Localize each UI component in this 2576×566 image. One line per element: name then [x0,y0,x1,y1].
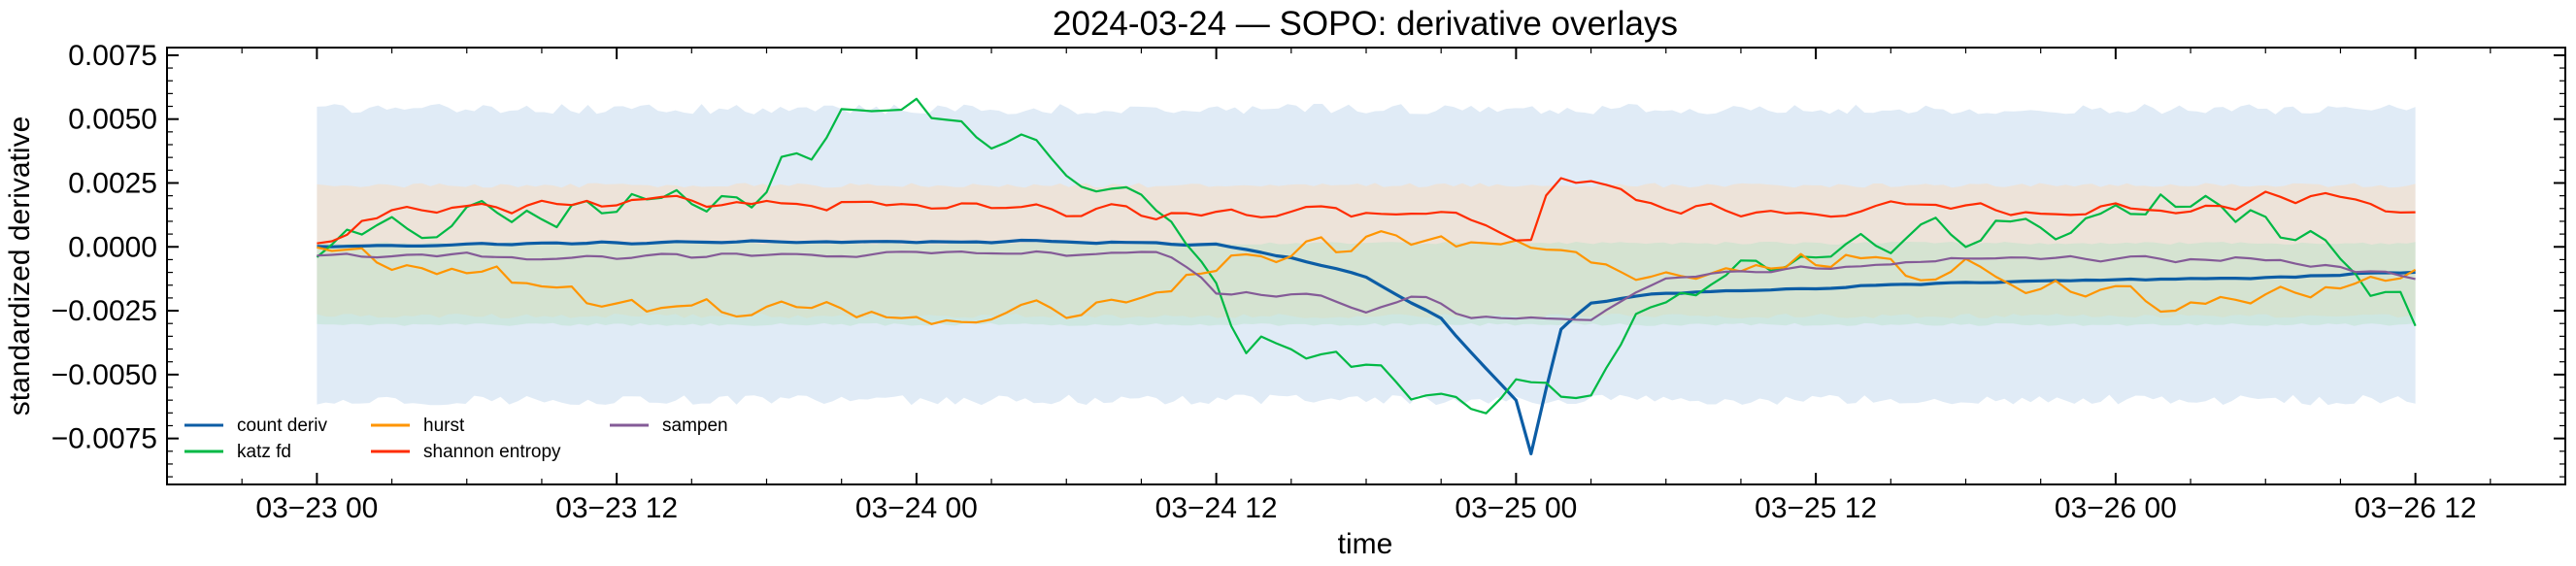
series-line-hurst [317,230,2417,325]
x-tick-label: 03−23 12 [555,492,678,524]
y-tick-label: 0.0000 [68,231,157,263]
bands-layer [317,104,2416,406]
legend-label: hurst [423,416,465,436]
y-tick-label: 0.0025 [68,167,157,199]
y-tick-label: −0.0050 [51,359,157,391]
x-axis: 03−23 00 03−23 12 03−24 00 03−24 12 03−25 00… [166,48,2566,524]
x-tick-label: 03−25 12 [1755,492,1877,524]
y-axis: 0.0075 0.0050 0.0025 0.0000 −0.0025 −0.0050 −0… [51,40,2565,478]
series-line-count-deriv [317,238,2416,455]
x-tick-label: 03−24 12 [1155,492,1278,524]
y-tick-label: 0.0075 [68,40,157,72]
x-tick-label: 03−23 00 [255,492,378,524]
x-tick-label: 03−25 00 [1455,492,1577,524]
band-0 [317,104,2416,406]
legend-entry-count-deriv: count deriv [184,416,327,436]
legend-label: shannon entropy [423,442,561,462]
legend-entry-hurst: hurst [371,416,465,436]
y-tick-label: 0.0050 [68,104,157,136]
legend-entry-shannon-entropy: shannon entropy [371,442,561,462]
legend-label: count deriv [237,416,327,436]
chart-title: 2024-03-24 — SOPO: derivative overlays [1053,5,1678,43]
legend-entry-sampen: sampen [610,416,728,436]
series-line-shannon-entropy [317,177,2416,245]
series-line-sampen [317,250,2416,321]
legend-label: katz fd [237,442,291,462]
x-axis-label: time [1338,528,1393,560]
series-line-katz-fd [316,97,2417,415]
legend: count deriv katz fd hurst shannon entropy sa… [184,416,728,462]
series-layer [316,97,2417,455]
band-2 [317,242,2416,326]
x-tick-label: 03−26 12 [2355,492,2477,524]
x-tick-label: 03−26 00 [2055,492,2177,524]
y-tick-label: −0.0025 [51,295,157,327]
x-tick-label: 03−24 00 [855,492,978,524]
y-tick-label: −0.0075 [51,423,157,455]
legend-label: sampen [662,416,728,436]
legend-entry-katz-fd: katz fd [184,442,291,462]
y-axis-label: standardized derivative [4,117,36,416]
